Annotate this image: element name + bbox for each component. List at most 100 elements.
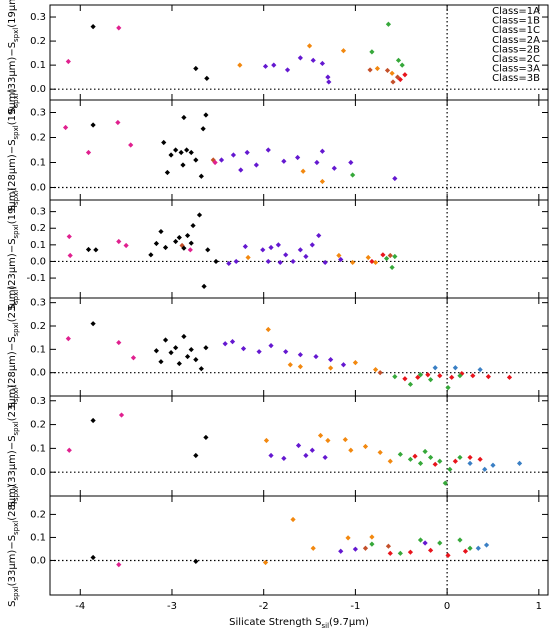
point: [184, 147, 190, 153]
point: [322, 454, 328, 461]
y-tick-label: 0.2: [30, 321, 46, 332]
y-tick-label: 0.0: [30, 467, 46, 478]
point: [180, 162, 186, 168]
point: [449, 374, 455, 380]
point: [352, 546, 359, 552]
point: [506, 374, 513, 380]
point: [173, 345, 179, 351]
y-axis-label-part: S: [7, 205, 18, 211]
point: [173, 238, 179, 245]
point: [116, 339, 122, 346]
legend-entry: Class=3B: [492, 73, 540, 84]
point: [178, 149, 184, 156]
point: [148, 252, 154, 258]
point: [198, 173, 204, 179]
y-axis-label-part: spxl: [12, 322, 20, 336]
point: [158, 359, 164, 365]
point: [384, 67, 391, 74]
point: [325, 74, 331, 80]
legend-entry: Class=2B: [492, 44, 540, 55]
point: [181, 245, 187, 251]
point: [281, 158, 287, 164]
point: [309, 242, 315, 248]
x-axis-label-part: Silicate Strength S: [229, 617, 321, 628]
point: [467, 460, 473, 466]
y-axis-label-part: spxl: [12, 191, 20, 205]
point: [287, 362, 293, 368]
point: [385, 21, 392, 27]
point: [336, 252, 342, 259]
point: [85, 246, 92, 253]
y-axis-label-part: (33μm)−S: [7, 435, 18, 486]
point: [417, 372, 424, 378]
point: [415, 374, 421, 380]
point: [407, 549, 414, 555]
x-axis-label: Silicate Strength Ssil(9.7μm): [229, 617, 369, 629]
point: [193, 452, 199, 459]
point: [212, 159, 218, 166]
y-axis-label-part: (28μm)−S: [7, 336, 18, 387]
x-tick-label: -1: [350, 601, 360, 612]
point: [244, 149, 250, 156]
point: [158, 228, 164, 235]
point: [385, 543, 392, 549]
point: [483, 542, 490, 548]
y-axis-label-part: S: [7, 108, 18, 114]
point: [161, 139, 167, 146]
point: [90, 321, 96, 327]
point: [328, 357, 334, 363]
point: [397, 550, 403, 556]
x-axis-label-part: (9.7μm): [329, 617, 369, 628]
point: [65, 336, 71, 342]
point: [397, 451, 403, 457]
y-axis-label-part: (33μm)−S: [7, 535, 18, 586]
point: [397, 76, 403, 83]
y-tick-label: 0.1: [30, 240, 46, 251]
point: [256, 349, 262, 355]
point: [193, 558, 199, 564]
legend-entry: Class=3A: [492, 64, 540, 75]
point: [462, 548, 469, 554]
point: [222, 341, 228, 347]
y-axis-label-part: (33μm)−S: [7, 42, 18, 93]
x-axis-label-part: sil: [321, 622, 329, 629]
point: [326, 79, 332, 85]
y-tick-label: 0.0: [30, 256, 46, 267]
point: [314, 159, 320, 166]
point: [240, 346, 247, 352]
point: [340, 48, 347, 54]
point: [350, 259, 356, 266]
point: [284, 67, 291, 73]
point: [297, 55, 303, 61]
point: [187, 247, 193, 253]
y-tick-label: 0.1: [30, 158, 46, 169]
point: [437, 458, 443, 464]
y-axis-label-part: spxl: [12, 93, 20, 107]
y-axis-label-part: spxl: [12, 421, 20, 435]
point: [442, 480, 448, 486]
point: [116, 562, 122, 568]
point: [447, 466, 453, 472]
point: [313, 353, 319, 360]
point: [201, 283, 207, 289]
point: [328, 365, 334, 371]
y-axis-label: Sspxl(33μm)−Sspxl(28μm): [7, 484, 20, 607]
point: [262, 63, 269, 69]
point: [62, 124, 69, 131]
point: [425, 372, 431, 378]
y-tick-label: 0.1: [30, 443, 46, 454]
point: [452, 458, 458, 464]
point: [66, 447, 72, 453]
point: [203, 345, 209, 351]
point: [306, 43, 313, 49]
point: [295, 154, 301, 161]
point: [377, 449, 383, 456]
point: [115, 119, 121, 126]
point: [90, 554, 96, 561]
point: [184, 353, 191, 360]
point: [188, 240, 194, 246]
